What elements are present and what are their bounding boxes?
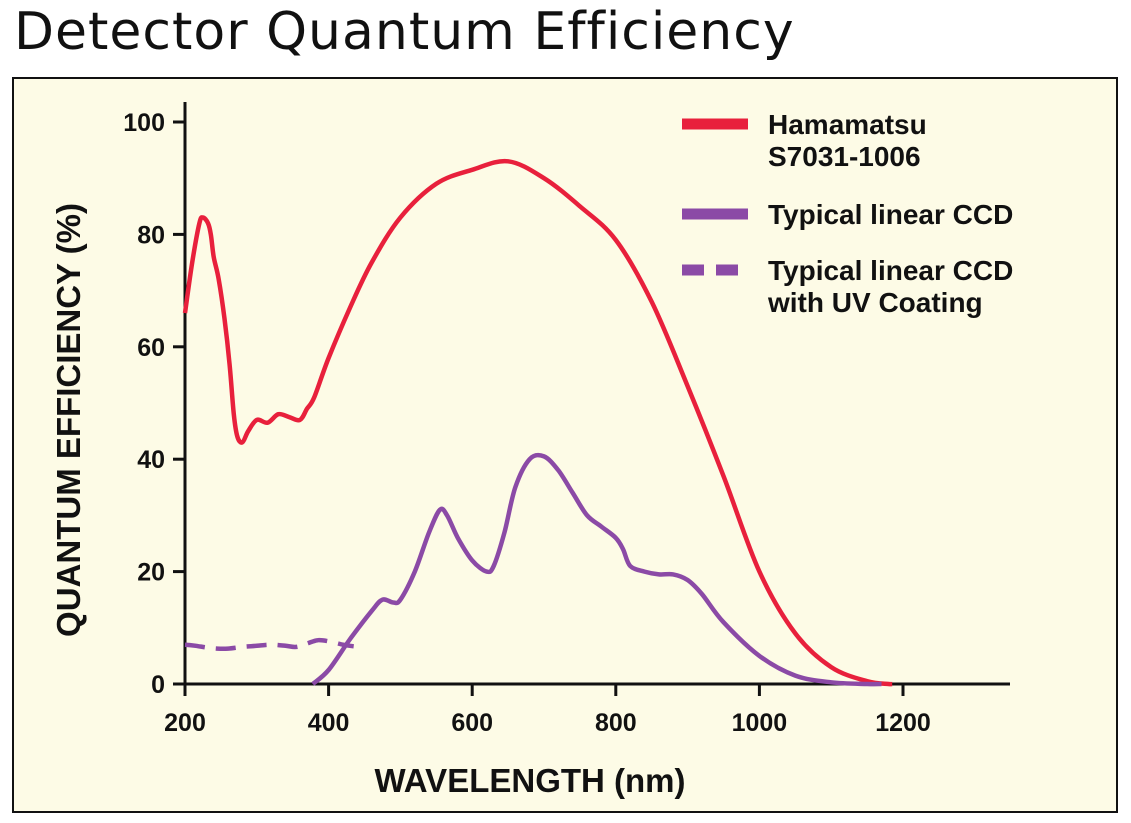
y-tick-label: 40 <box>137 446 165 474</box>
x-tick-label: 200 <box>164 709 206 737</box>
axes: 0 20 40 60 80 100 200 400 600 800 1000 1200 <box>123 102 1010 737</box>
x-axis-title: WAVELENGTH (nm) <box>374 762 685 799</box>
series-layer <box>182 158 894 687</box>
x-tick-label: 400 <box>308 709 350 737</box>
y-tick-label: 80 <box>137 221 165 249</box>
legend-label: with UV Coating <box>767 287 983 318</box>
chart-panel <box>12 77 1118 813</box>
y-tick-label: 60 <box>137 334 165 362</box>
y-axis-title: QUANTUM EFFICIENCY (%) <box>50 203 87 637</box>
legend-label: Typical linear CCD <box>768 255 1013 286</box>
series-line-typical-linear-ccd <box>311 452 882 687</box>
series-line-hamamatsu-s7031-1006 <box>182 158 894 687</box>
y-tick-label: 20 <box>137 559 165 587</box>
x-tick-label: 800 <box>595 709 637 737</box>
legend-label: S7031-1006 <box>768 141 921 172</box>
y-tick-label: 100 <box>123 109 165 137</box>
y-tick-label: 0 <box>151 671 165 699</box>
chart-title: Detector Quantum Efficiency <box>14 2 795 62</box>
legend-label: Typical linear CCD <box>768 199 1013 230</box>
legend-label: Hamamatsu <box>768 109 927 140</box>
series-line-typical-linear-ccd-with-uv-coating <box>184 637 354 652</box>
x-tick-label: 600 <box>451 709 493 737</box>
x-tick-label: 1000 <box>732 709 788 737</box>
x-tick-label: 1200 <box>875 709 931 737</box>
